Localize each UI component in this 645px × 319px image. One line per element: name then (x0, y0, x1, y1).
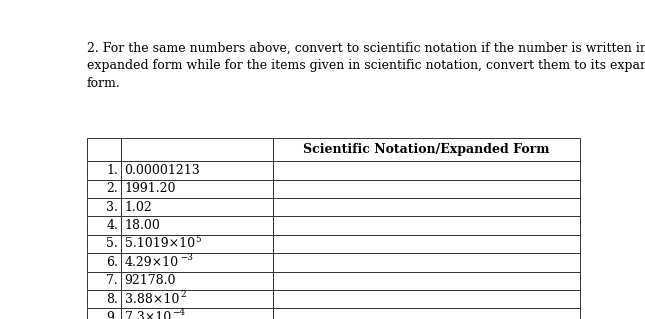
Bar (273, 308, 580, 319)
Text: 5.1019×10: 5.1019×10 (124, 237, 195, 250)
Bar (121, 235, 273, 253)
Bar (86, 180, 121, 198)
Bar (86, 235, 121, 253)
Bar (121, 161, 273, 180)
Bar (273, 253, 580, 272)
Bar (273, 235, 580, 253)
Text: 4.: 4. (106, 219, 118, 232)
Text: 2. For the same numbers above, convert to scientific notation if the number is w: 2. For the same numbers above, convert t… (86, 42, 645, 90)
Text: Scientific Notation/Expanded Form: Scientific Notation/Expanded Form (303, 143, 550, 156)
Bar (86, 198, 121, 216)
Text: 2: 2 (180, 290, 186, 299)
Text: 92178.0: 92178.0 (124, 274, 176, 287)
Bar (273, 290, 580, 308)
Text: 3.: 3. (106, 201, 118, 214)
Text: 7.3×10: 7.3×10 (124, 311, 171, 319)
Text: 1.: 1. (106, 164, 118, 177)
Bar (121, 198, 273, 216)
Bar (86, 161, 121, 180)
Bar (273, 138, 580, 161)
Bar (121, 216, 273, 235)
Bar (121, 290, 273, 308)
Bar (86, 271, 121, 290)
Bar (86, 216, 121, 235)
Bar (86, 138, 121, 161)
Bar (273, 180, 580, 198)
Text: 9.: 9. (106, 311, 118, 319)
Bar (121, 138, 273, 161)
Bar (273, 216, 580, 235)
Text: 1.02: 1.02 (124, 201, 152, 214)
Bar (86, 290, 121, 308)
Bar (121, 271, 273, 290)
Bar (121, 180, 273, 198)
Text: 7.: 7. (106, 274, 118, 287)
Text: −3: −3 (180, 253, 193, 262)
Bar (273, 198, 580, 216)
Text: 0.00001213: 0.00001213 (124, 164, 201, 177)
Text: 5.: 5. (106, 237, 118, 250)
Text: 4.29×10: 4.29×10 (124, 256, 179, 269)
Bar (86, 253, 121, 272)
Text: 2.: 2. (106, 182, 118, 195)
Text: 8.: 8. (106, 293, 118, 306)
Text: 1991.20: 1991.20 (124, 182, 176, 195)
Bar (273, 161, 580, 180)
Text: 18.00: 18.00 (124, 219, 161, 232)
Text: −4: −4 (172, 308, 185, 317)
Bar (121, 308, 273, 319)
Bar (273, 271, 580, 290)
Text: 5: 5 (195, 234, 201, 243)
Text: 6.: 6. (106, 256, 118, 269)
Bar (121, 253, 273, 272)
Bar (86, 308, 121, 319)
Text: 3.88×10: 3.88×10 (124, 293, 179, 306)
